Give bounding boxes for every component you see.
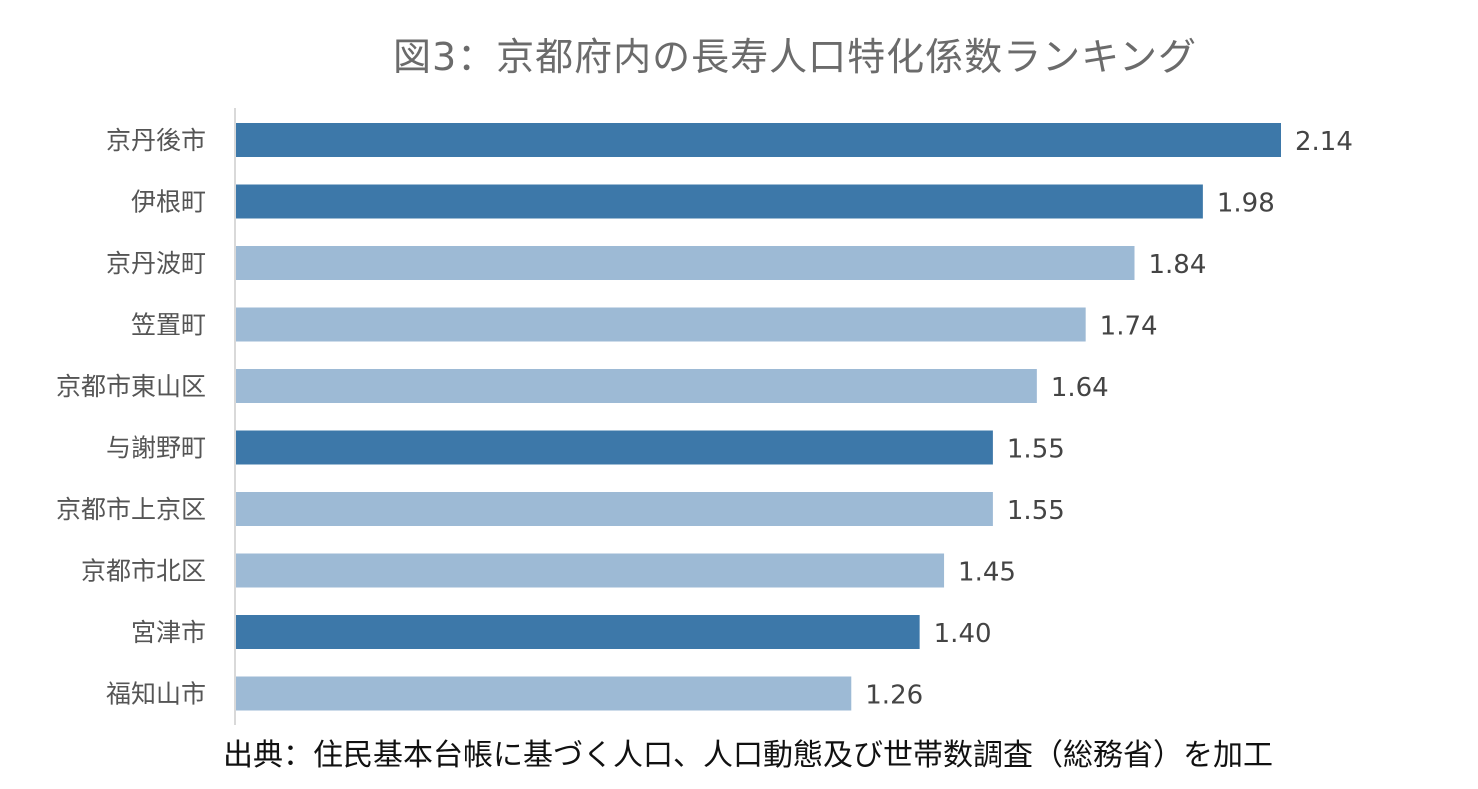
value-label-9: 1.40	[934, 619, 992, 649]
value-label-2: 1.98	[1217, 189, 1275, 219]
value-label-4: 1.74	[1100, 312, 1158, 342]
value-label-5: 1.64	[1051, 373, 1109, 403]
category-label-2: 伊根町	[131, 188, 206, 217]
category-labels-group: 京丹後市伊根町京丹波町笠置町京都市東山区与謝野町京都市上京区京都市北区宮津市福知…	[56, 126, 206, 709]
chart-title: 図3：京都府内の長寿人口特化係数ランキング	[392, 35, 1198, 79]
value-label-10: 1.26	[865, 681, 923, 711]
category-label-4: 笠置町	[131, 311, 206, 340]
category-label-7: 京都市上京区	[56, 495, 206, 524]
bars-group	[236, 123, 1281, 711]
bar-1	[236, 123, 1281, 157]
value-label-1: 2.14	[1295, 127, 1353, 157]
bar-5	[236, 369, 1037, 403]
value-label-7: 1.55	[1007, 496, 1065, 526]
bar-9	[236, 615, 920, 649]
category-label-3: 京丹波町	[106, 249, 206, 278]
category-label-6: 与謝野町	[106, 434, 206, 463]
bar-6	[236, 430, 993, 465]
category-label-1: 京丹後市	[106, 126, 206, 155]
value-label-6: 1.55	[1007, 435, 1065, 465]
bar-8	[236, 553, 945, 588]
value-label-8: 1.45	[958, 558, 1016, 588]
category-label-10: 福知山市	[106, 680, 206, 709]
bar-3	[236, 246, 1135, 280]
category-label-9: 宮津市	[131, 618, 206, 647]
value-label-3: 1.84	[1149, 250, 1207, 280]
value-labels-group: 2.14 1.98 1.84 1.74 1.64 1.55 1.55 1.45 1.40 1.26	[865, 127, 1353, 711]
bar-4	[236, 307, 1086, 342]
category-label-5: 京都市東山区	[56, 372, 206, 401]
bar-2	[236, 184, 1203, 219]
bar-10	[236, 676, 852, 711]
bar-7	[236, 492, 993, 526]
category-label-8: 京都市北区	[81, 557, 206, 586]
chart-source-note: 出典：住民基本台帳に基づく人口、人口動態及び世帯数調査（総務省）を加工	[223, 738, 1273, 773]
